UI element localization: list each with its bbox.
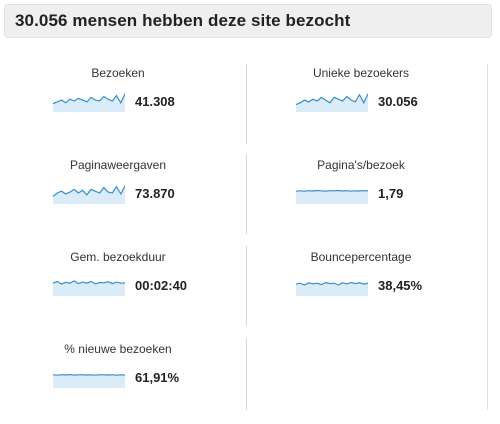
metric-visits: Bezoeken 41.308 — [53, 66, 253, 126]
metric-pageviews: Paginaweergaven 73.870 — [53, 158, 253, 218]
sparkline-avg-visit-duration[interactable] — [53, 274, 125, 296]
metric-label: Gem. bezoekduur — [70, 250, 166, 264]
metric-value: 41.308 — [135, 94, 175, 109]
sparkline-area — [53, 374, 125, 388]
sparkline-line — [53, 373, 125, 376]
metric-label: Unieke bezoekers — [312, 66, 410, 80]
metric-bounce-rate: Bouncepercentage 38,45% — [296, 250, 496, 310]
metric-label: % nieuwe bezoeken — [64, 342, 172, 356]
metric-value: 00:02:40 — [135, 278, 188, 293]
column-divider — [246, 154, 247, 234]
metric-avg-visit-duration: Gem. bezoekduur 00:02:40 — [53, 250, 253, 310]
metric-label: Pagina's/bezoek — [317, 158, 405, 172]
metric-value: 1,79 — [378, 186, 404, 201]
metric-new-visits: % nieuwe bezoeken 61,91% — [53, 342, 253, 402]
sparkline-line — [296, 189, 368, 192]
sparkline-area — [53, 185, 125, 204]
sparkline-unique-visitors[interactable] — [296, 90, 368, 112]
metric-value: 61,91% — [135, 370, 180, 385]
metric-label: Paginaweergaven — [69, 158, 167, 172]
sparkline-pages-per-visit[interactable] — [296, 182, 368, 204]
sparkline-area — [53, 93, 125, 112]
sparkline-line — [296, 281, 368, 286]
metric-value: 73.870 — [135, 186, 175, 201]
sparkline-area — [296, 282, 368, 296]
right-border — [487, 64, 488, 410]
metric-value: 38,45% — [378, 278, 423, 293]
sparkline-line — [53, 185, 125, 198]
sparkline-line — [296, 93, 368, 106]
metric-pages-per-visit: Pagina's/bezoek 1,79 — [296, 158, 496, 218]
column-divider — [246, 64, 247, 144]
metric-value: 30.056 — [378, 94, 418, 109]
sparkline-line — [53, 93, 125, 105]
sparkline-pageviews[interactable] — [53, 182, 125, 204]
sparkline-new-visits[interactable] — [53, 366, 125, 388]
sparkline-visits[interactable] — [53, 90, 125, 112]
sparkline-bounce-rate[interactable] — [296, 274, 368, 296]
column-divider — [246, 338, 247, 410]
sparkline-area — [296, 93, 368, 112]
summary-header: 30.056 mensen hebben deze site bezocht — [4, 4, 492, 38]
sparkline-area — [296, 190, 368, 204]
metric-unique-visitors: Unieke bezoekers 30.056 — [296, 66, 496, 126]
metric-label: Bezoeken — [91, 66, 145, 80]
column-divider — [246, 246, 247, 326]
sparkline-area — [53, 281, 125, 296]
metric-label: Bouncepercentage — [310, 250, 412, 264]
page-title: 30.056 mensen hebben deze site bezocht — [15, 11, 351, 30]
sparkline-line — [53, 280, 125, 285]
